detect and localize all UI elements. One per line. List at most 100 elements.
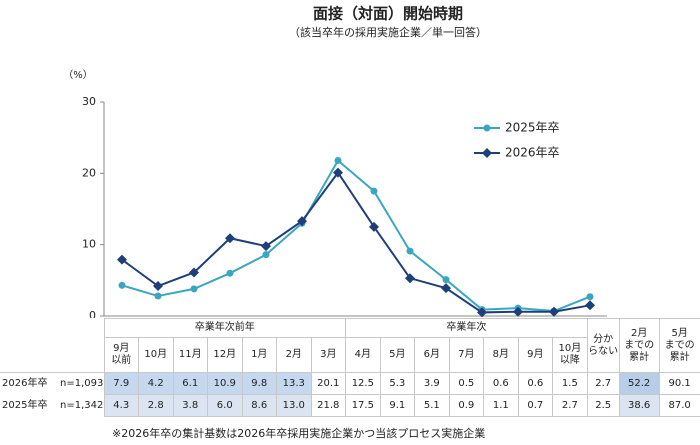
value-cell: 21.8 — [310, 394, 347, 417]
point — [406, 247, 414, 255]
point — [334, 156, 342, 164]
data-row: 2026年卒 n=1,093 7.9 4.2 6.1 10.9 9.8 13.3 20.1 12.… — [0, 372, 700, 395]
value-cell: 87.0 — [658, 394, 700, 417]
value-cell: 90.1 — [658, 372, 700, 395]
value-cell: 17.5 — [345, 394, 381, 417]
point — [586, 293, 594, 301]
point — [262, 251, 270, 259]
point — [441, 283, 451, 294]
y-tick-label: 0 — [89, 309, 96, 318]
point — [549, 306, 559, 317]
point — [513, 306, 523, 317]
point — [333, 167, 343, 178]
value-cell: 0.6 — [517, 372, 554, 395]
value-cell: 52.2 — [618, 372, 660, 395]
legend-marker — [483, 124, 491, 132]
data-table: 卒業年次前年 卒業年次 分か らない 2月 までの 累計 5月 までの 累計 9月 以前 1… — [0, 318, 700, 417]
value-cell: 6.1 — [172, 372, 208, 395]
y-unit: （%） — [63, 69, 93, 81]
category-label: 8月 — [483, 337, 519, 373]
value-cell: 12.5 — [345, 372, 381, 395]
point — [442, 276, 450, 284]
legend-label: 2026年卒 — [505, 146, 560, 160]
row-label: 2025年卒 — [2, 399, 48, 411]
value-cell: 20.1 — [310, 372, 347, 395]
category-label: 7月 — [448, 337, 485, 373]
category-label: 5月 — [379, 337, 416, 373]
series-line — [121, 158, 591, 313]
series-line — [121, 170, 591, 314]
point — [118, 281, 126, 289]
point — [226, 269, 234, 277]
value-cell: 1.1 — [483, 394, 519, 417]
value-cell: 0.7 — [517, 394, 554, 417]
point — [405, 273, 415, 284]
value-cell: 1.5 — [552, 372, 588, 395]
point — [189, 267, 199, 278]
value-cell: 3.8 — [172, 394, 208, 417]
value-cell: 13.0 — [276, 394, 312, 417]
group-label: 卒業年次 — [345, 318, 588, 338]
category-label: 2月 までの 累計 — [618, 318, 660, 373]
point — [261, 241, 271, 252]
category-label: 2月 — [276, 337, 312, 373]
value-cell: 5.1 — [414, 394, 450, 417]
n-label: n=1,342 — [60, 399, 104, 411]
category-label: 10月 以降 — [552, 337, 588, 373]
point — [585, 300, 595, 311]
y-tick-label: 30 — [82, 95, 96, 108]
y-tick-label: 20 — [82, 166, 96, 179]
value-cell: 2.5 — [586, 394, 620, 417]
value-cell: 7.9 — [103, 372, 139, 395]
n-label: n=1,093 — [60, 377, 104, 389]
value-cell: 9.8 — [241, 372, 277, 395]
category-label: 4月 — [345, 337, 381, 373]
value-cell: 3.9 — [414, 372, 450, 395]
category-label: 11月 — [172, 337, 208, 373]
chart-subtitle: （該当卒年の採用実施企業／単一回答） — [289, 25, 487, 39]
value-cell: 10.9 — [207, 372, 243, 395]
value-cell: 4.2 — [138, 372, 174, 395]
category-label: 9月 — [517, 337, 554, 373]
category-label: 9月 以前 — [103, 337, 139, 373]
y-tick-label: 10 — [82, 238, 96, 251]
chart-title: 面接（対面）開始時期 — [313, 5, 463, 23]
category-label: 12月 — [207, 337, 243, 373]
point — [225, 233, 235, 244]
point — [190, 285, 198, 293]
footnote: ※2026年卒の集計基数は2026年卒採用実施企業かつ当該プロセス実施企業 — [112, 427, 486, 440]
point — [297, 216, 307, 227]
row-label: 2026年卒 — [2, 377, 48, 389]
header-row: 卒業年次前年 卒業年次 分か らない 2月 までの 累計 5月 までの 累計 — [0, 318, 700, 373]
value-cell: 2.7 — [552, 394, 588, 417]
value-cell: 2.7 — [586, 372, 620, 395]
value-cell: 4.3 — [103, 394, 139, 417]
value-cell: 2.8 — [138, 394, 174, 417]
blank — [0, 318, 105, 373]
value-cell: 0.6 — [483, 372, 519, 395]
category-label: 6月 — [414, 337, 450, 373]
point — [153, 281, 163, 292]
point — [154, 292, 162, 300]
legend-label: 2025年卒 — [505, 121, 560, 135]
category-label: 分か らない — [586, 318, 620, 373]
value-cell: 6.0 — [207, 394, 243, 417]
point — [477, 307, 487, 318]
value-cell: 9.1 — [379, 394, 416, 417]
value-cell: 0.9 — [448, 394, 485, 417]
point — [369, 221, 379, 232]
point — [370, 187, 378, 195]
chart: 面接（対面）開始時期 （該当卒年の採用実施企業／単一回答） （%） 0 10 20 3… — [63, 5, 607, 318]
legend-marker — [482, 148, 492, 158]
value-cell: 38.6 — [618, 394, 660, 417]
value-cell: 13.3 — [276, 372, 312, 395]
value-cell: 5.3 — [379, 372, 416, 395]
category-label: 5月 までの 累計 — [658, 318, 700, 373]
data-row: 2025年卒 n=1,342 4.3 2.8 3.8 6.0 8.6 13.0 21.8 17.5… — [0, 394, 700, 417]
header-row: 9月 以前 10月 11月 12月 1月 2月 3月 4月 5月 6月 7月 8月 9月 10月 以降 — [0, 337, 700, 373]
category-label: 1月 — [241, 337, 277, 373]
category-label: 3月 — [310, 337, 347, 373]
point — [117, 254, 127, 265]
value-cell: 0.5 — [448, 372, 485, 395]
